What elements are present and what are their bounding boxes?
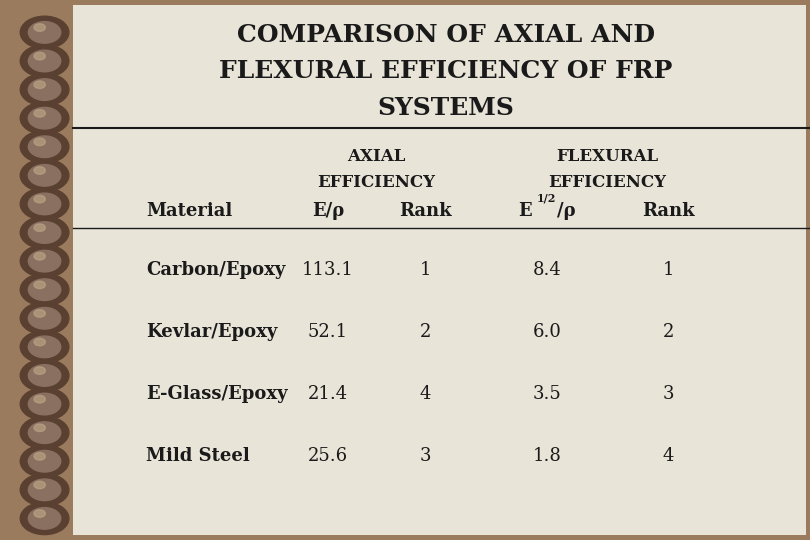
- Text: Carbon/Epoxy: Carbon/Epoxy: [146, 261, 285, 279]
- Text: 2: 2: [663, 323, 674, 341]
- Circle shape: [34, 110, 45, 117]
- Circle shape: [20, 159, 69, 192]
- Circle shape: [34, 81, 45, 89]
- Text: E/ρ: E/ρ: [312, 201, 344, 220]
- Text: 113.1: 113.1: [302, 261, 354, 279]
- Circle shape: [34, 52, 45, 60]
- Circle shape: [34, 510, 45, 517]
- Circle shape: [34, 395, 45, 403]
- Text: 52.1: 52.1: [308, 323, 348, 341]
- Circle shape: [28, 364, 61, 386]
- Circle shape: [34, 224, 45, 232]
- Circle shape: [34, 24, 45, 31]
- Text: SYSTEMS: SYSTEMS: [377, 96, 514, 120]
- Circle shape: [28, 251, 61, 272]
- Circle shape: [20, 45, 69, 77]
- Circle shape: [34, 138, 45, 146]
- Circle shape: [28, 393, 61, 415]
- Circle shape: [20, 474, 69, 506]
- Text: E-Glass/Epoxy: E-Glass/Epoxy: [146, 385, 288, 403]
- Circle shape: [20, 245, 69, 278]
- Text: 1: 1: [420, 261, 431, 279]
- Circle shape: [34, 424, 45, 431]
- Circle shape: [34, 167, 45, 174]
- Circle shape: [34, 453, 45, 460]
- Text: Rank: Rank: [642, 201, 694, 220]
- Circle shape: [20, 188, 69, 220]
- Circle shape: [28, 222, 61, 244]
- Text: 3.5: 3.5: [532, 385, 561, 403]
- Text: 2: 2: [420, 323, 431, 341]
- Text: COMPARISON OF AXIAL AND: COMPARISON OF AXIAL AND: [237, 23, 654, 47]
- Text: 25.6: 25.6: [308, 447, 348, 465]
- Text: /ρ: /ρ: [557, 201, 576, 220]
- Circle shape: [20, 330, 69, 363]
- Text: 1: 1: [663, 261, 674, 279]
- Text: 4: 4: [663, 447, 674, 465]
- Circle shape: [34, 281, 45, 288]
- Circle shape: [20, 416, 69, 449]
- Text: 8.4: 8.4: [532, 261, 561, 279]
- Text: 3: 3: [663, 385, 674, 403]
- Circle shape: [20, 445, 69, 477]
- Circle shape: [34, 253, 45, 260]
- Circle shape: [28, 193, 61, 215]
- Circle shape: [34, 309, 45, 317]
- Circle shape: [28, 107, 61, 129]
- Circle shape: [20, 302, 69, 334]
- Circle shape: [20, 502, 69, 535]
- Circle shape: [28, 479, 61, 501]
- Text: E: E: [518, 201, 532, 220]
- Circle shape: [20, 16, 69, 49]
- Text: Material: Material: [146, 201, 232, 220]
- Circle shape: [28, 50, 61, 72]
- Circle shape: [28, 22, 61, 43]
- Text: FLEXURAL: FLEXURAL: [556, 148, 659, 165]
- Circle shape: [20, 73, 69, 106]
- Text: AXIAL: AXIAL: [347, 148, 406, 165]
- Circle shape: [28, 450, 61, 472]
- Circle shape: [20, 388, 69, 420]
- Circle shape: [34, 338, 45, 346]
- Circle shape: [28, 136, 61, 158]
- Circle shape: [28, 422, 61, 443]
- Circle shape: [20, 131, 69, 163]
- Text: 21.4: 21.4: [308, 385, 348, 403]
- Text: 3: 3: [420, 447, 431, 465]
- Circle shape: [20, 217, 69, 249]
- Text: 6.0: 6.0: [532, 323, 561, 341]
- Circle shape: [28, 79, 61, 100]
- Circle shape: [34, 367, 45, 374]
- Text: 1/2: 1/2: [536, 193, 556, 204]
- Circle shape: [20, 102, 69, 134]
- Text: EFFICIENCY: EFFICIENCY: [318, 174, 436, 191]
- Text: Mild Steel: Mild Steel: [146, 447, 249, 465]
- Text: FLEXURAL EFFICIENCY OF FRP: FLEXURAL EFFICIENCY OF FRP: [219, 59, 672, 83]
- Text: 1.8: 1.8: [532, 447, 561, 465]
- FancyBboxPatch shape: [73, 5, 806, 535]
- Circle shape: [34, 195, 45, 203]
- Circle shape: [20, 359, 69, 392]
- Circle shape: [28, 307, 61, 329]
- Circle shape: [28, 165, 61, 186]
- Circle shape: [28, 508, 61, 529]
- Text: Kevlar/Epoxy: Kevlar/Epoxy: [146, 323, 277, 341]
- Text: Rank: Rank: [399, 201, 451, 220]
- Circle shape: [20, 273, 69, 306]
- Text: 4: 4: [420, 385, 431, 403]
- Text: EFFICIENCY: EFFICIENCY: [548, 174, 667, 191]
- Circle shape: [28, 336, 61, 357]
- Circle shape: [34, 481, 45, 489]
- Circle shape: [28, 279, 61, 300]
